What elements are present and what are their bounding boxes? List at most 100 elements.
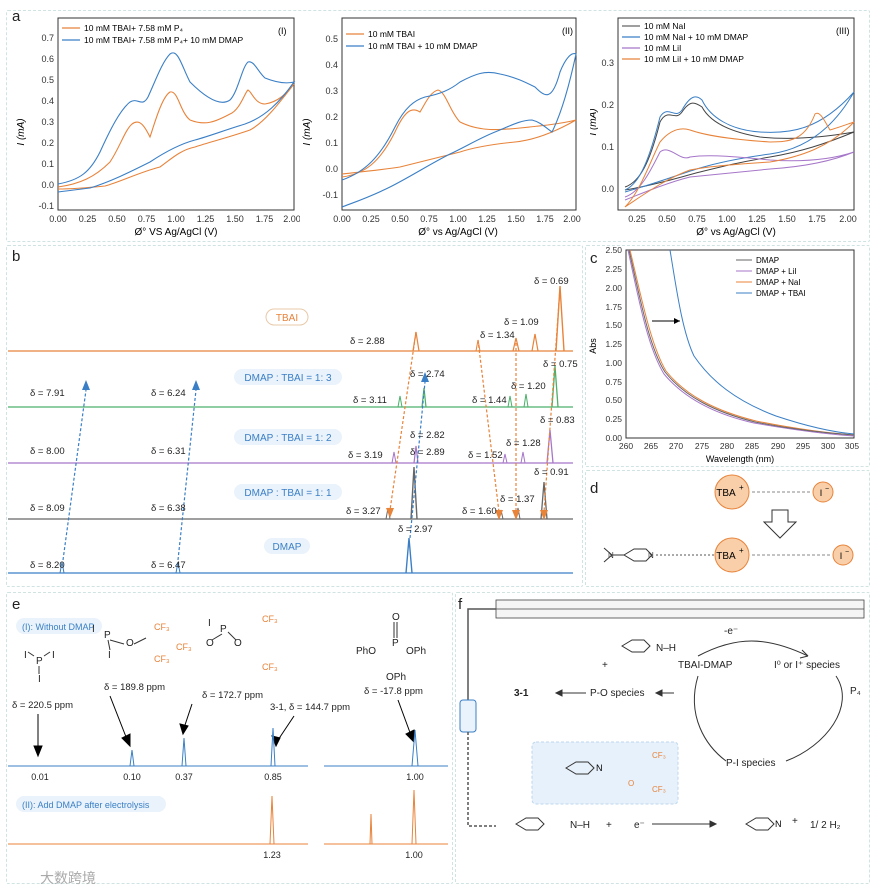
panel-c-border xyxy=(585,245,870,467)
dmap-structure xyxy=(603,547,653,563)
x-axis-label: Ø° VS Ag/AgCl (V) xyxy=(135,227,218,238)
svg-text:N: N xyxy=(596,763,603,773)
svg-text:CF₃: CF₃ xyxy=(262,662,278,672)
panel-b-label: b xyxy=(12,248,21,265)
shift-label: δ = 6.38 xyxy=(151,503,186,514)
cv-curve-blue xyxy=(624,91,855,193)
y-tick: 1.25 xyxy=(605,339,622,349)
shift-label: δ = 0.91 xyxy=(534,467,569,478)
x-tick: 0.50 xyxy=(391,214,409,224)
plot-frame xyxy=(617,17,855,211)
x-tick: 2.00 xyxy=(563,214,581,224)
cv-curve-orange xyxy=(341,89,577,178)
x-tick: 1.75 xyxy=(256,214,274,224)
power-supply-icon xyxy=(459,699,477,733)
svg-text:I: I xyxy=(108,650,111,661)
shift-label: δ = 8.00 xyxy=(30,446,65,457)
panel-d-border xyxy=(585,470,870,587)
x-tick: 300 xyxy=(821,441,835,451)
y-tick: 0.6 xyxy=(41,54,54,64)
panel-e-border xyxy=(6,592,453,884)
x-tick: 1.25 xyxy=(748,214,766,224)
y-tick: 0.4 xyxy=(325,60,338,70)
legend-entry: 10 mM TBAI+ 7.58 mM P₄+ 10 mM DMAP xyxy=(84,35,244,45)
iodide-label: I xyxy=(840,551,843,561)
tba-plus: + xyxy=(739,546,744,555)
condition-tag-1: (I): Without DMAP xyxy=(22,622,95,632)
shift-label: δ = -17.8 ppm xyxy=(364,686,423,697)
y-tick: 1.50 xyxy=(605,320,622,330)
y-tick: 0.2 xyxy=(325,112,338,122)
svg-text:I: I xyxy=(38,674,41,685)
condition-tag-2: (II): Add DMAP after electrolysis xyxy=(22,800,150,810)
legend-entry: 10 mM TBAI + 10 mM DMAP xyxy=(368,41,478,51)
h2-label: 1/ 2 H₂ xyxy=(810,820,841,831)
iodide-minus: − xyxy=(825,486,829,493)
y-tick: 0.00 xyxy=(605,433,622,443)
shift-label: δ = 0.83 xyxy=(540,415,575,426)
x-tick: 260 xyxy=(619,441,633,451)
x-tick: 280 xyxy=(720,441,734,451)
panel-e-31p: (I): Without DMAP I P I I I P I O I P O … xyxy=(8,612,448,860)
shift-label: δ = 1.34 xyxy=(480,330,515,341)
svg-text:P: P xyxy=(392,638,399,649)
x-tick: 1.75 xyxy=(536,214,554,224)
cv-curve-gray xyxy=(624,102,855,191)
tba-label: TBA xyxy=(716,488,736,499)
y-axis-label: I (mA) xyxy=(590,108,599,135)
y-tick: 0.5 xyxy=(41,75,54,85)
svg-text:O: O xyxy=(392,612,400,623)
trace-label-dmap: DMAP xyxy=(273,542,302,553)
shift-label: δ = 6.24 xyxy=(151,388,186,399)
plot-frame xyxy=(57,17,295,211)
plot-frame xyxy=(341,17,577,211)
integral: 0.85 xyxy=(264,772,282,782)
iodine-species: I⁰ or I⁺ species xyxy=(774,660,840,671)
shift-label: δ = 0.75 xyxy=(543,359,578,370)
dmap-n: N xyxy=(648,551,654,560)
x-tick: 290 xyxy=(771,441,785,451)
shift-label: 3-1, δ = 144.7 ppm xyxy=(270,702,350,713)
y-tick: 0.2 xyxy=(41,138,54,148)
integral: 0.01 xyxy=(31,772,49,782)
cv-curve-blue xyxy=(57,52,296,193)
x-tick: 0.50 xyxy=(108,214,126,224)
y-tick: 0.2 xyxy=(601,100,614,110)
x-tick: 1.50 xyxy=(226,214,244,224)
x-tick: 0.00 xyxy=(333,214,351,224)
x-axis-label: Wavelength (nm) xyxy=(706,454,774,464)
shift-label: δ = 1.52 xyxy=(468,450,503,461)
legend-entry: 10 mM LiI + 10 mM DMAP xyxy=(644,54,744,64)
y-tick: 0.0 xyxy=(325,164,338,174)
shift-label: δ = 8.20 xyxy=(30,560,65,571)
legend-entry: DMAP + LiI xyxy=(756,267,797,276)
y-axis-label: I (mA) xyxy=(302,118,313,145)
legend-entry: 10 mM LiI xyxy=(644,43,681,53)
y-tick: 2.25 xyxy=(605,264,622,274)
svg-text:CF₃: CF₃ xyxy=(176,642,192,652)
y-tick: 1.75 xyxy=(605,302,622,312)
plus-text: + xyxy=(606,820,612,831)
integral: 0.37 xyxy=(175,772,193,782)
x-tick: 1.25 xyxy=(197,214,215,224)
shift-label: δ = 3.19 xyxy=(348,450,383,461)
x-tick: 285 xyxy=(745,441,759,451)
watermark: 大数跨境 xyxy=(40,870,96,886)
cv-curve-orange xyxy=(57,83,295,190)
x-tick: 275 xyxy=(695,441,709,451)
integral: 0.10 xyxy=(123,772,141,782)
nh-text: N–H xyxy=(570,820,590,831)
shift-label: δ = 1.37 xyxy=(500,494,535,505)
y-tick: 1.00 xyxy=(605,358,622,368)
svg-text:CF₃: CF₃ xyxy=(262,614,278,624)
y-tick: 0.0 xyxy=(601,184,614,194)
panel-f-label: f xyxy=(458,596,463,613)
x-axis-label: Ø° vs Ag/AgCl (V) xyxy=(418,227,498,238)
shift-label: δ = 3.11 xyxy=(353,395,387,406)
subpanel-tag: (II) xyxy=(562,26,573,36)
x-tick: 295 xyxy=(796,441,810,451)
y-tick: 0.1 xyxy=(41,159,54,169)
panel-b-border xyxy=(6,245,583,587)
panel-c-label: c xyxy=(590,250,598,267)
shift-label: δ = 1.60 xyxy=(462,506,497,517)
